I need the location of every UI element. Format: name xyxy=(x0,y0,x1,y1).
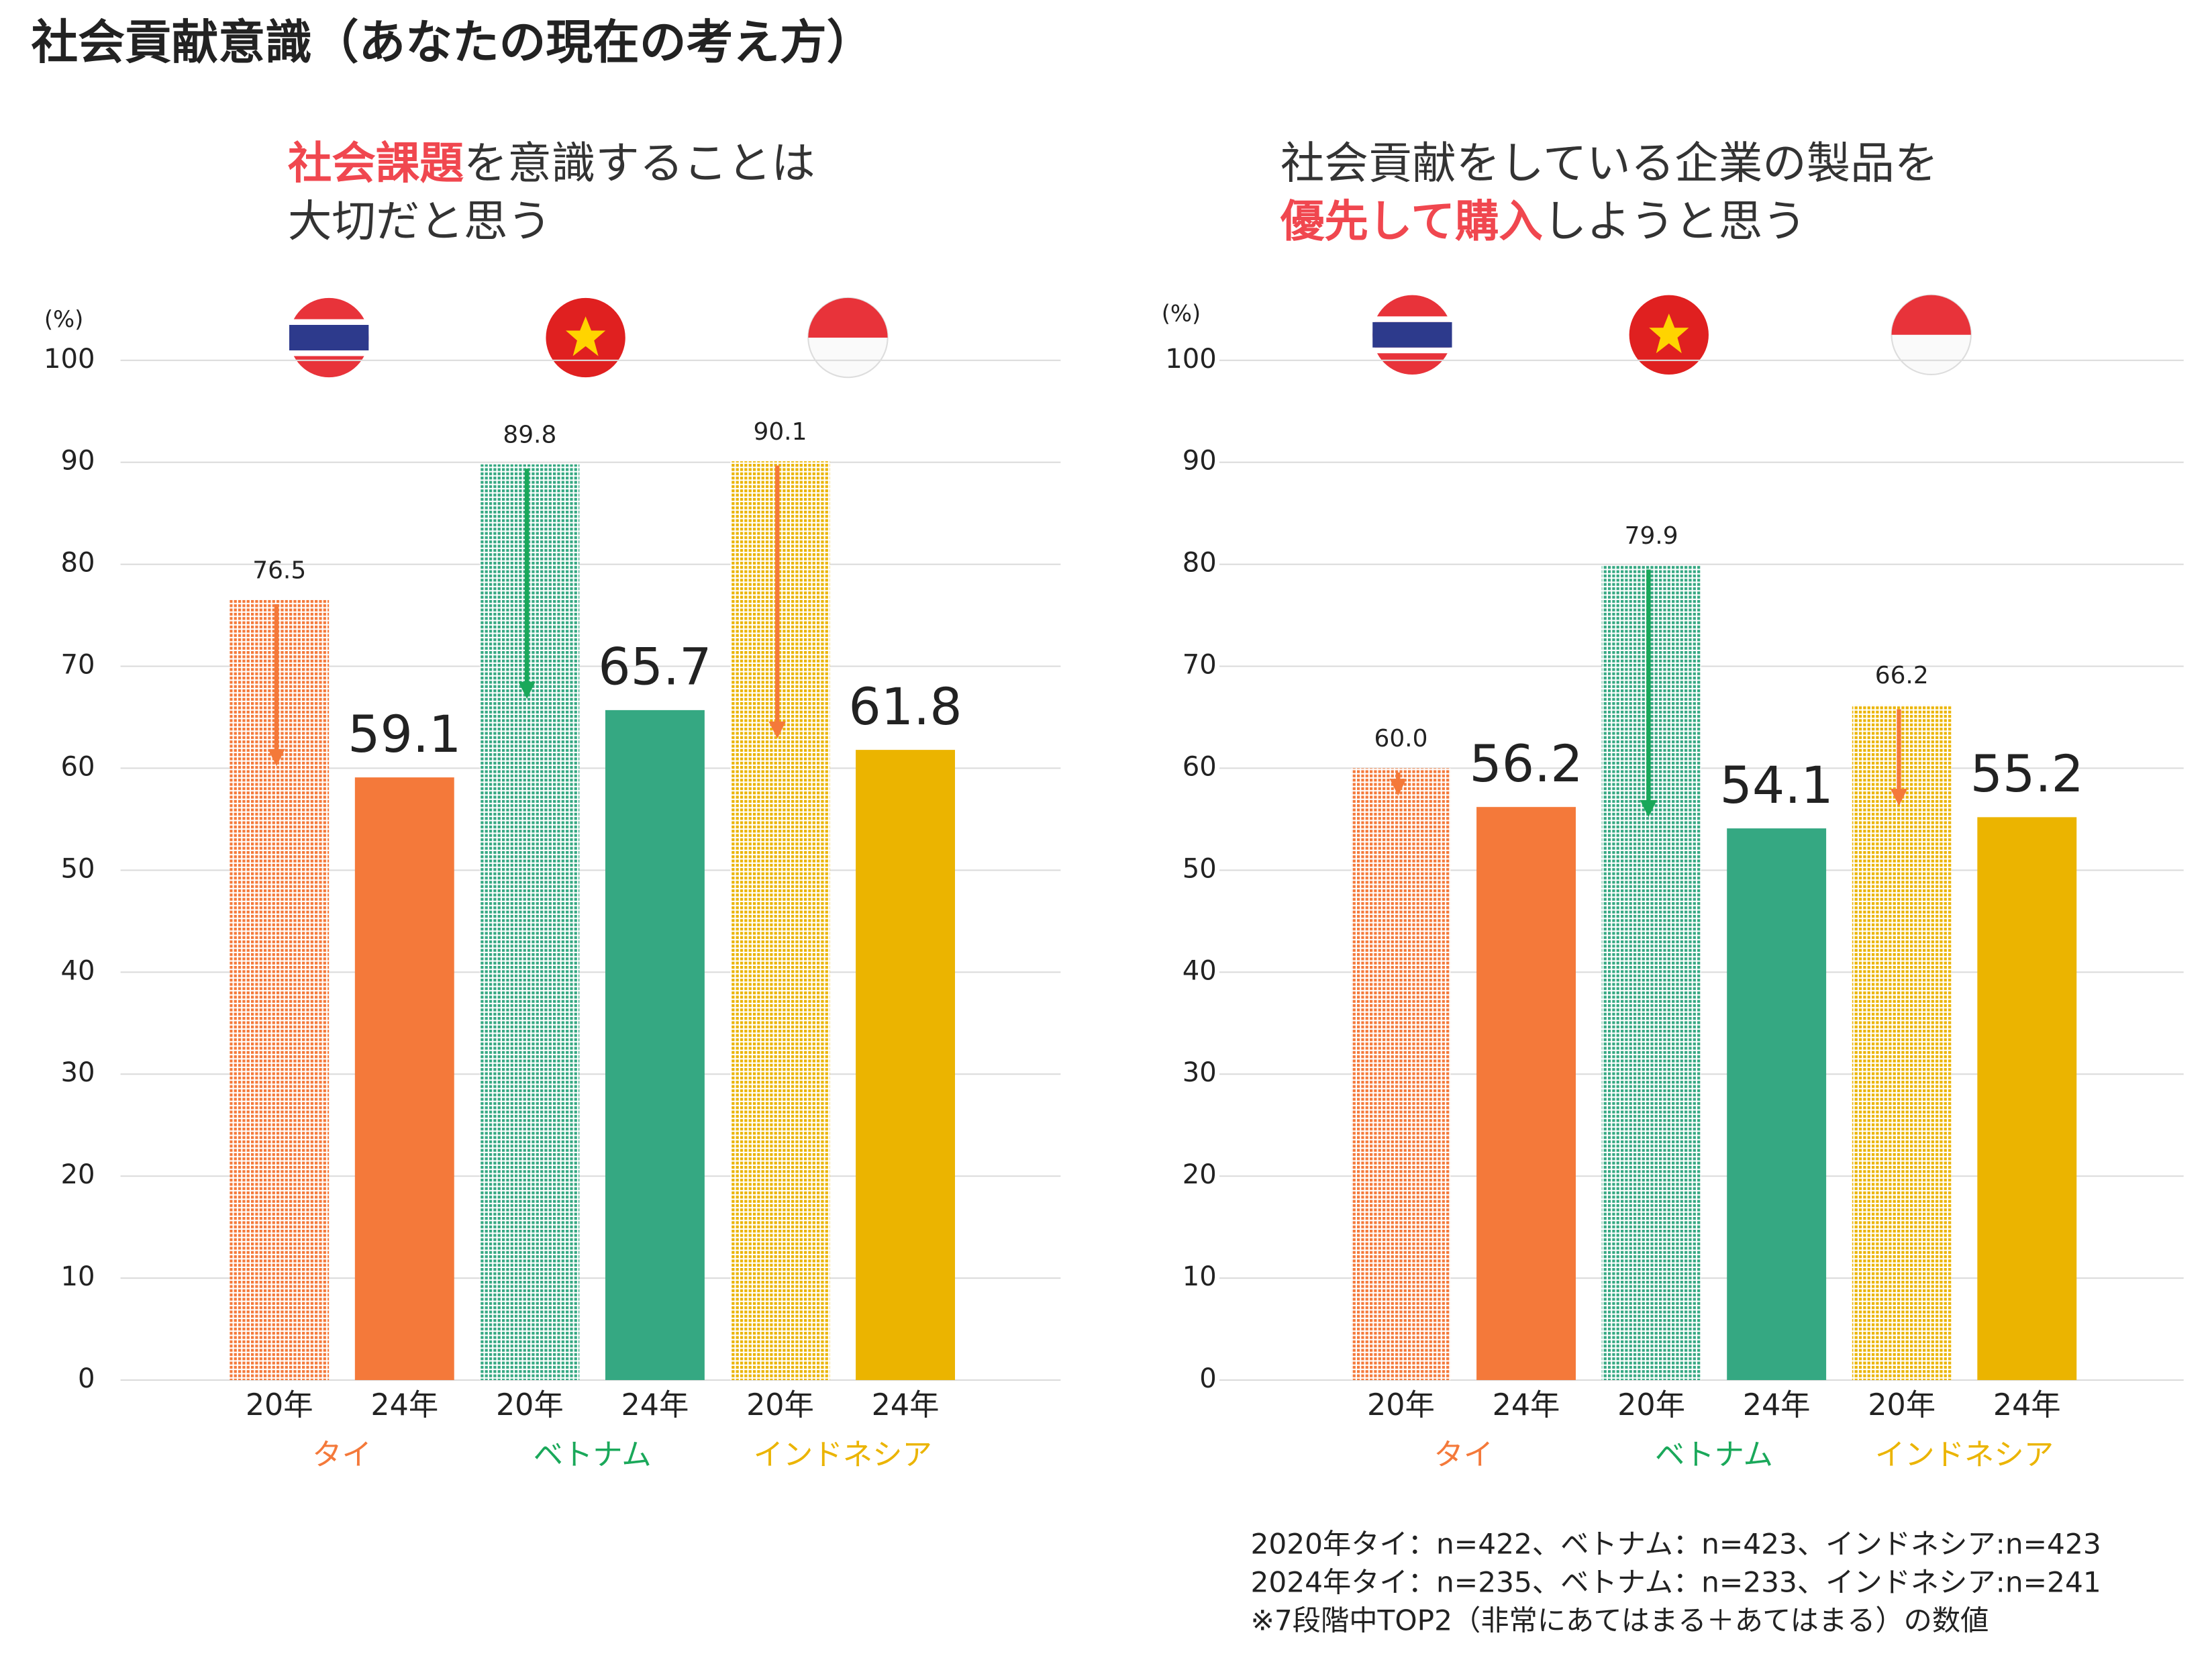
x-tick-label: 24年 xyxy=(621,1388,689,1422)
bar xyxy=(856,750,955,1380)
change-arrow-head xyxy=(268,748,285,767)
bar xyxy=(1601,565,1701,1380)
chart-title-part: 社会貢献をしている企業の製品を xyxy=(1280,138,1938,189)
value-label: 54.1 xyxy=(1719,755,1833,815)
bar xyxy=(230,599,330,1380)
chart-title-part: を意識することは xyxy=(464,138,815,189)
y-tick-label: 90 xyxy=(60,446,95,477)
chart-title-part: しようと思う xyxy=(1543,196,1807,247)
y-tick-label: 40 xyxy=(60,955,95,986)
y-tick-label: 70 xyxy=(60,650,95,681)
y-tick-label: 20 xyxy=(60,1159,95,1190)
y-tick-label: 80 xyxy=(1183,548,1217,579)
bar xyxy=(1351,768,1451,1380)
y-tick-label: 50 xyxy=(1183,853,1217,884)
y-unit: (%) xyxy=(1162,301,1201,327)
change-arrow-head xyxy=(518,681,536,699)
x-tick-label: 24年 xyxy=(370,1388,438,1422)
bar xyxy=(1977,817,2077,1380)
footnote: ※7段階中TOP2（非常にあてはまる＋あてはまる）の数値 xyxy=(1251,1604,1989,1637)
bar xyxy=(730,461,830,1380)
x-tick-label: 24年 xyxy=(1743,1388,1811,1422)
x-tick-label: 20年 xyxy=(1617,1388,1685,1422)
group-label: ベトナム xyxy=(534,1438,652,1472)
y-tick-label: 50 xyxy=(60,853,95,884)
y-tick-label: 90 xyxy=(1183,446,1217,477)
value-label: 60.0 xyxy=(1374,725,1427,752)
y-tick-label: 70 xyxy=(1183,650,1217,681)
group-label: インドネシア xyxy=(1875,1438,2054,1472)
bar xyxy=(480,464,580,1380)
chart-title: 社会貢献をしている企業の製品を xyxy=(1280,138,1938,189)
value-label: 59.1 xyxy=(348,704,461,764)
value-label: 90.1 xyxy=(753,418,807,446)
chart-title: 大切だと思う xyxy=(288,196,552,247)
x-tick-label: 20年 xyxy=(1868,1388,1936,1422)
change-arrow-head xyxy=(768,721,786,739)
y-tick-label: 40 xyxy=(1183,955,1217,986)
chart-title-part: 優先して購入 xyxy=(1280,196,1543,247)
value-label: 65.7 xyxy=(598,637,711,697)
chart-title-part: 大切だと思う xyxy=(288,196,552,247)
y-tick-label: 60 xyxy=(1183,751,1217,782)
chart-title: 優先して購入しようと思う xyxy=(1280,196,1807,247)
y-tick-label: 30 xyxy=(1183,1057,1217,1088)
bar xyxy=(1727,828,1827,1380)
value-label: 56.2 xyxy=(1469,734,1582,793)
value-label: 79.9 xyxy=(1625,522,1678,550)
value-label: 76.5 xyxy=(252,557,306,585)
y-unit: (%) xyxy=(44,306,84,332)
y-tick-label: 0 xyxy=(78,1363,95,1394)
x-tick-label: 20年 xyxy=(1367,1388,1435,1422)
y-tick-label: 0 xyxy=(1199,1363,1217,1394)
footnote: 2020年タイ：n=422、ベトナム：n=423、インドネシア:n=423 xyxy=(1251,1528,2101,1561)
x-tick-label: 24年 xyxy=(1993,1388,2061,1422)
y-tick-label: 30 xyxy=(60,1057,95,1088)
group-label: タイ xyxy=(1434,1438,1493,1472)
y-tick-label: 60 xyxy=(60,751,95,782)
x-tick-label: 24年 xyxy=(1493,1388,1560,1422)
value-label: 66.2 xyxy=(1875,662,1929,689)
bar xyxy=(354,777,454,1380)
y-tick-label: 10 xyxy=(60,1261,95,1292)
chart-title-part: 社会課題 xyxy=(288,138,464,189)
footnote: 2024年タイ：n=235、ベトナム：n=233、インドネシア:n=241 xyxy=(1251,1566,2101,1599)
page-title: 社会貢献意識（あなたの現在の考え方） xyxy=(31,15,873,70)
x-tick-label: 20年 xyxy=(246,1388,313,1422)
flags xyxy=(289,294,1972,379)
value-label: 89.8 xyxy=(503,422,556,449)
y-tick-label: 10 xyxy=(1183,1261,1217,1292)
y-tick-label: 20 xyxy=(1183,1159,1217,1190)
change-arrow-head xyxy=(1389,778,1407,796)
y-tick-label: 80 xyxy=(60,548,95,579)
x-tick-label: 20年 xyxy=(746,1388,814,1422)
y-tick-label: 100 xyxy=(44,344,95,375)
value-label: 55.2 xyxy=(1970,744,2084,803)
group-label: タイ xyxy=(312,1438,372,1472)
value-label: 61.8 xyxy=(848,677,962,736)
x-tick-label: 24年 xyxy=(872,1388,940,1422)
change-arrow-head xyxy=(1640,799,1658,818)
bar xyxy=(1852,705,1952,1380)
chart-title: 社会課題を意識することは xyxy=(288,138,815,189)
change-arrow-head xyxy=(1890,789,1908,806)
bar xyxy=(605,710,705,1380)
group-label: ベトナム xyxy=(1655,1438,1773,1472)
y-tick-label: 100 xyxy=(1165,344,1217,375)
group-label: インドネシア xyxy=(754,1438,932,1472)
bar xyxy=(1476,807,1576,1380)
x-tick-label: 20年 xyxy=(496,1388,564,1422)
